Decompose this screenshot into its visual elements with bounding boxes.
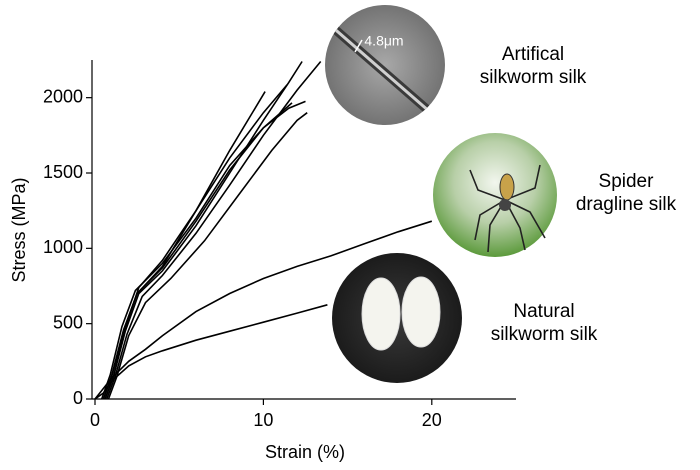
y-tick-label: 0	[73, 388, 83, 408]
stress-strain-curve	[107, 112, 308, 400]
stress-strain-curve	[106, 60, 322, 400]
annotation: Natural	[513, 301, 574, 322]
stress-strain-curve	[104, 61, 303, 400]
stress-strain-curve	[104, 84, 288, 400]
y-tick-label: 500	[53, 312, 83, 332]
stress-strain-curve	[94, 220, 433, 400]
annotation: Artifical	[502, 44, 564, 65]
photo-natural	[332, 253, 462, 383]
scale-label: 4.8μm	[364, 33, 403, 49]
y-tick-label: 2000	[43, 86, 83, 106]
photo-artificial: 4.8μm	[325, 5, 445, 125]
stress-strain-curve	[94, 304, 328, 400]
x-tick-label: 0	[90, 410, 100, 430]
y-tick-label: 1500	[43, 162, 83, 182]
annotation: dragline silk	[576, 194, 677, 215]
x-tick-label: 20	[422, 410, 442, 430]
y-axis-label: Stress (MPa)	[9, 177, 29, 282]
stress-strain-curve	[102, 102, 293, 400]
y-tick-label: 1000	[43, 237, 83, 257]
stress-strain-curve	[102, 91, 266, 400]
annotation: silkworm silk	[491, 324, 598, 345]
plot-area: 0 500 1000 1500 2000 0 10 20	[43, 60, 516, 430]
x-tick-label: 10	[253, 410, 273, 430]
stress-strain-curve	[100, 100, 306, 400]
annotation: Spider	[599, 171, 655, 192]
annotation: silkworm silk	[480, 67, 587, 88]
photo-spider	[433, 133, 557, 257]
x-axis-label: Strain (%)	[265, 442, 345, 462]
